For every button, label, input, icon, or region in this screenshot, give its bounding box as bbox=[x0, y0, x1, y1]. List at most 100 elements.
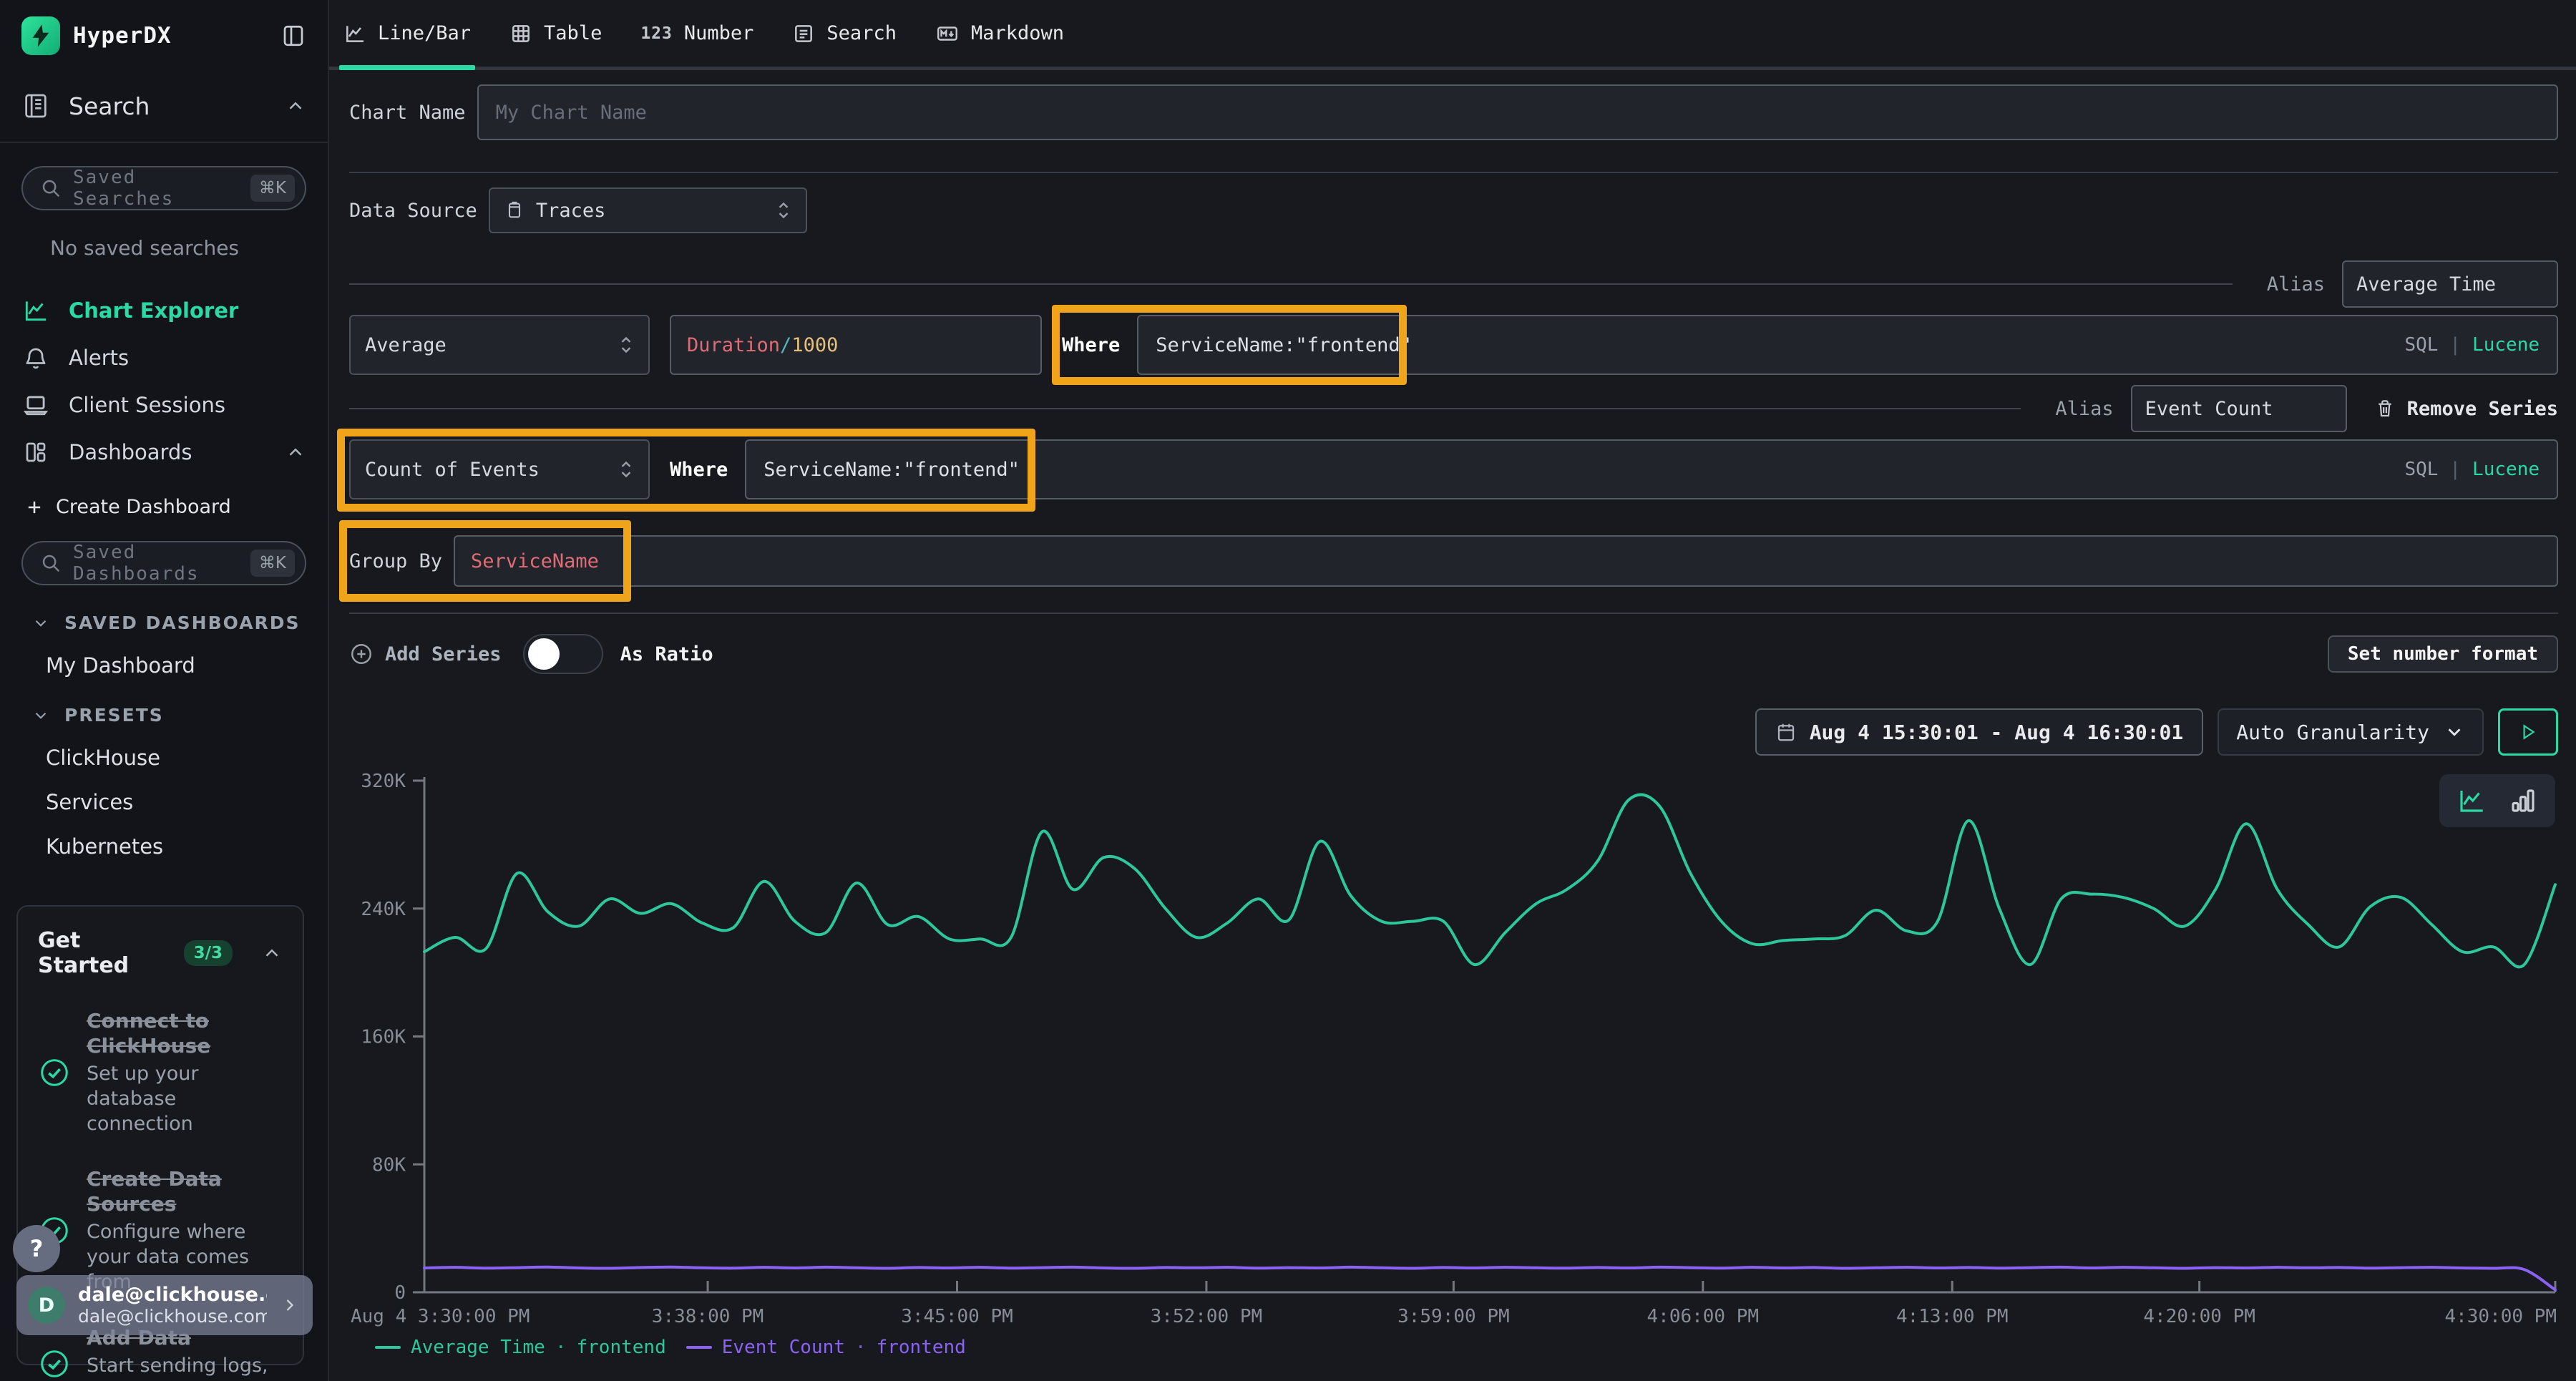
user-menu[interactable]: D dale@clickhouse.com dale@clickhouse.co… bbox=[16, 1275, 313, 1335]
series2-where-input[interactable]: ServiceName:"frontend" SQL | Lucene bbox=[745, 439, 2558, 499]
group-by-value: ServiceName bbox=[471, 550, 599, 572]
aggregation-value: Count of Events bbox=[365, 458, 540, 481]
user-email: dale@clickhouse.com bbox=[78, 1284, 267, 1306]
chevron-up-icon bbox=[285, 441, 306, 463]
aggregation-value: Average bbox=[365, 333, 447, 356]
legend-line-swatch bbox=[686, 1346, 712, 1349]
lang-separator: | bbox=[2449, 459, 2462, 480]
tab-label: Table bbox=[544, 22, 602, 44]
svg-text:3:52:00 PM: 3:52:00 PM bbox=[1151, 1306, 1263, 1327]
add-series-button[interactable]: Add Series bbox=[349, 642, 502, 666]
timeseries-chart[interactable]: 0 80K 160K 240K 320K Aug 4 3:30:00 PM 3:38:00 … bbox=[349, 763, 2558, 1335]
legend-separator: · bbox=[854, 1337, 867, 1358]
sidebar-item-client-sessions[interactable]: Client Sessions bbox=[0, 381, 328, 429]
chart-name-input[interactable] bbox=[477, 84, 2558, 140]
as-ratio-label: As Ratio bbox=[620, 643, 713, 665]
expression-field: Duration bbox=[687, 333, 781, 356]
sidebar-item-label: Alerts bbox=[69, 346, 130, 370]
series1-alias-input[interactable] bbox=[2342, 260, 2558, 308]
svg-text:3:59:00 PM: 3:59:00 PM bbox=[1397, 1306, 1510, 1327]
saved-searches-input[interactable]: Saved Searches ⌘K bbox=[21, 166, 306, 210]
sidebar-item-alerts[interactable]: Alerts bbox=[0, 334, 328, 381]
saved-dashboards-header-label: SAVED DASHBOARDS bbox=[64, 613, 301, 633]
where-value: ServiceName:"frontend" bbox=[1156, 333, 1412, 356]
lucene-mode-toggle[interactable]: Lucene bbox=[2472, 459, 2540, 480]
tab-label: Markdown bbox=[970, 22, 1065, 44]
svg-text:0: 0 bbox=[394, 1282, 406, 1304]
chart-builder: Chart Name Data Source Traces bbox=[329, 70, 2576, 1381]
sidebar-collapse-icon[interactable] bbox=[280, 23, 306, 49]
markdown-icon bbox=[935, 21, 960, 46]
get-started-step-connect[interactable]: Connect to ClickHouse Set up your databa… bbox=[38, 1008, 283, 1136]
plus-icon bbox=[24, 497, 44, 517]
get-started-progress-badge: 3/3 bbox=[183, 940, 233, 966]
help-button[interactable]: ? bbox=[13, 1225, 60, 1272]
bar-chart-toggle-icon[interactable] bbox=[2508, 786, 2538, 816]
sidebar-item-dashboards[interactable]: Dashboards bbox=[0, 429, 328, 476]
chart-area: 0 80K 160K 240K 320K Aug 4 3:30:00 PM 3:38:00 … bbox=[349, 763, 2558, 1358]
series2-alias-input[interactable] bbox=[2130, 385, 2347, 432]
saved-dashboards-input[interactable]: Saved Dashboards ⌘K bbox=[21, 541, 306, 585]
add-series-label: Add Series bbox=[385, 643, 502, 665]
legend-item-event-count[interactable]: Event Count · frontend bbox=[686, 1337, 966, 1358]
series1-field-expression[interactable]: Duration/1000 bbox=[670, 315, 1042, 375]
line-chart-icon bbox=[21, 297, 50, 324]
expression-operator: / bbox=[780, 333, 792, 356]
sql-mode-toggle[interactable]: SQL bbox=[2404, 459, 2439, 480]
preset-item-clickhouse[interactable]: ClickHouse bbox=[46, 746, 160, 770]
lucene-mode-toggle[interactable]: Lucene bbox=[2472, 334, 2540, 356]
granularity-select[interactable]: Auto Granularity bbox=[2218, 708, 2484, 756]
shortcut-badge: ⌘K bbox=[250, 175, 295, 202]
step-desc: Set up your database connection bbox=[87, 1063, 199, 1136]
dashboard-grid-icon bbox=[21, 439, 50, 465]
get-started-step-data-sources[interactable]: Create Data Sources Configure where your… bbox=[38, 1166, 283, 1294]
sql-mode-toggle[interactable]: SQL bbox=[2404, 334, 2439, 356]
chevron-down-icon bbox=[31, 614, 50, 633]
series2-aggregation-select[interactable]: Count of Events bbox=[349, 439, 650, 499]
saved-dashboards-placeholder: Saved Dashboards bbox=[73, 542, 200, 585]
where-label: Where bbox=[670, 458, 728, 481]
search-icon bbox=[40, 552, 62, 574]
legend-separator: · bbox=[555, 1337, 567, 1358]
dashboard-item-my-dashboard[interactable]: My Dashboard bbox=[46, 653, 195, 678]
set-number-format-button[interactable]: Set number format bbox=[2327, 635, 2558, 673]
data-source-select[interactable]: Traces bbox=[488, 187, 807, 233]
preset-item-kubernetes[interactable]: Kubernetes bbox=[46, 834, 164, 859]
sidebar-menu: Chart Explorer Alerts Client Sessions Da… bbox=[0, 287, 328, 476]
create-dashboard-button[interactable]: Create Dashboard bbox=[24, 496, 328, 518]
lang-separator: | bbox=[2449, 334, 2462, 356]
series1-aggregation-select[interactable]: Average bbox=[349, 315, 650, 375]
group-by-input[interactable]: ServiceName bbox=[454, 535, 2558, 587]
where-label: Where bbox=[1062, 333, 1121, 356]
saved-dashboards-header[interactable]: SAVED DASHBOARDS bbox=[31, 613, 328, 633]
tab-number[interactable]: 123 Number bbox=[640, 0, 753, 67]
legend-item-average-time[interactable]: Average Time · frontend bbox=[375, 1337, 666, 1358]
sidebar-section-search[interactable]: Search bbox=[0, 72, 328, 143]
tab-table[interactable]: Table bbox=[509, 0, 602, 67]
run-chart-button[interactable] bbox=[2498, 708, 2558, 756]
svg-text:4:30:00 PM: 4:30:00 PM bbox=[2444, 1306, 2557, 1327]
sidebar-item-chart-explorer[interactable]: Chart Explorer bbox=[0, 287, 328, 334]
svg-text:240K: 240K bbox=[361, 899, 406, 920]
tab-markdown[interactable]: Markdown bbox=[935, 0, 1064, 67]
alias-label: Alias bbox=[2055, 397, 2114, 420]
sidebar-item-label: Dashboards bbox=[69, 440, 192, 464]
as-ratio-toggle[interactable] bbox=[522, 634, 603, 674]
legend-group: frontend bbox=[876, 1337, 966, 1358]
series1-where-input[interactable]: ServiceName:"frontend" SQL | Lucene bbox=[1137, 315, 2558, 375]
line-chart-toggle-icon[interactable] bbox=[2457, 786, 2487, 816]
remove-series-button[interactable]: Remove Series bbox=[2374, 398, 2558, 420]
legend-group: frontend bbox=[576, 1337, 666, 1358]
tab-search[interactable]: Search bbox=[792, 0, 897, 67]
laptop-icon bbox=[21, 391, 50, 419]
search-section-icon bbox=[21, 92, 50, 120]
sidebar-item-label: Client Sessions bbox=[69, 393, 225, 417]
presets-header[interactable]: PRESETS bbox=[31, 705, 328, 726]
chevron-up-icon[interactable] bbox=[261, 942, 283, 964]
user-sub: dale@clickhouse.com's bbox=[78, 1306, 267, 1327]
date-range-picker[interactable]: Aug 4 15:30:01 - Aug 4 16:30:01 bbox=[1755, 708, 2204, 756]
svg-text:80K: 80K bbox=[372, 1154, 406, 1176]
tab-line-bar[interactable]: Line/Bar bbox=[338, 0, 476, 70]
preset-item-services[interactable]: Services bbox=[46, 790, 134, 814]
svg-text:4:13:00 PM: 4:13:00 PM bbox=[1896, 1306, 2009, 1327]
